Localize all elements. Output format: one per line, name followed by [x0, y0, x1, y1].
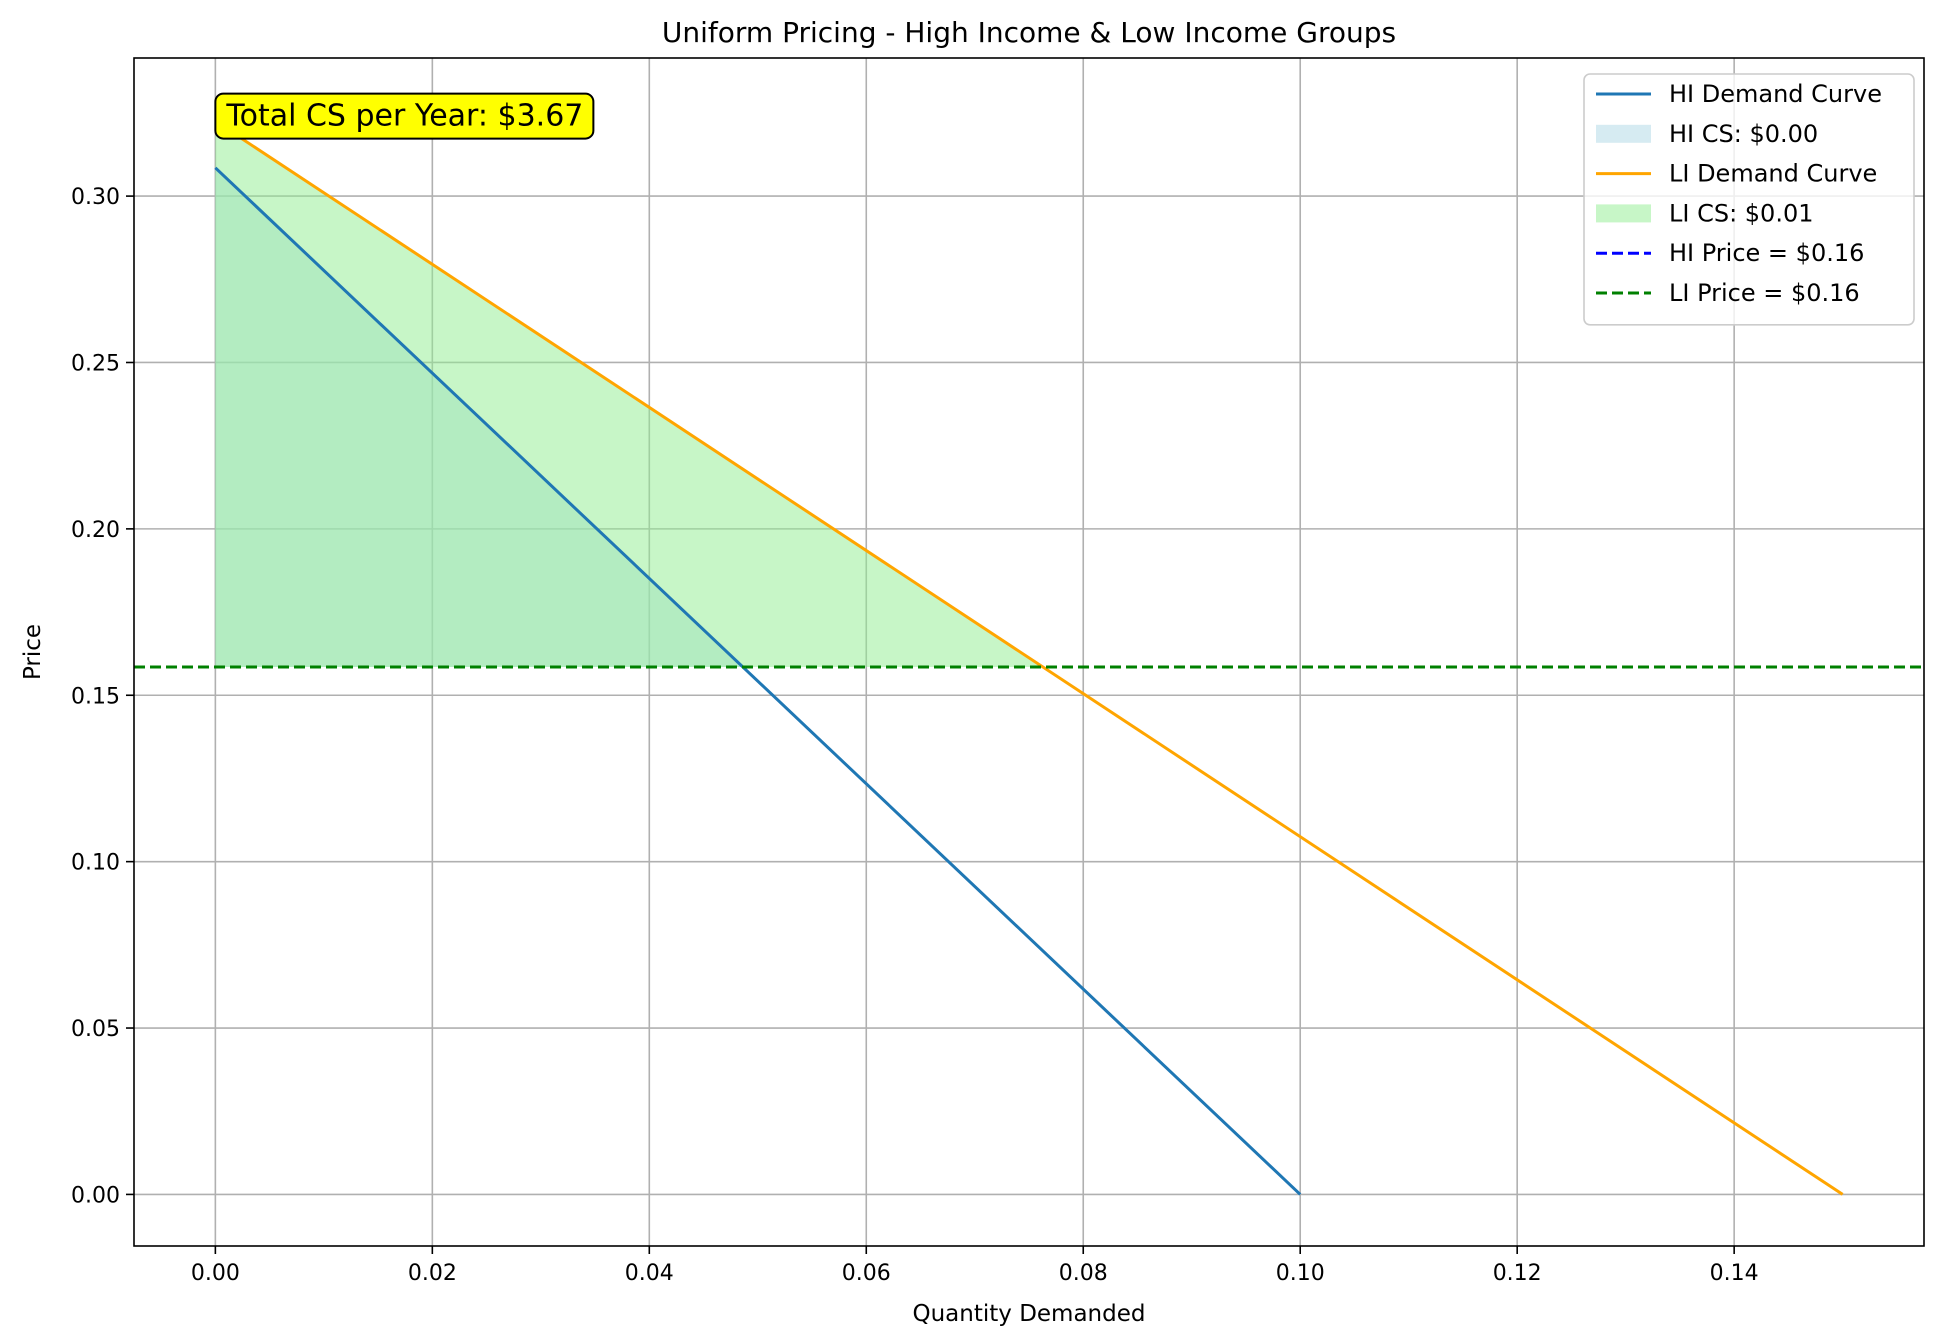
y-tick-label: 0.00	[71, 1183, 120, 1208]
legend-item: LI Demand Curve	[1596, 160, 1877, 188]
x-tick-label: 0.02	[408, 1261, 457, 1286]
x-tick-label: 0.04	[625, 1261, 674, 1286]
y-tick-label: 0.10	[71, 851, 120, 876]
x-axis: 0.00 0.02 0.04 0.06 0.08 0.10 0.12 0.14	[191, 1246, 1759, 1286]
legend-item: HI CS: $0.00	[1596, 120, 1818, 148]
legend-item: HI Demand Curve	[1596, 80, 1882, 108]
legend-label: HI CS: $0.00	[1669, 120, 1818, 148]
y-tick-label: 0.20	[71, 518, 120, 543]
x-axis-label: Quantity Demanded	[913, 1301, 1146, 1327]
legend-frame	[1583, 73, 1915, 326]
legend-item: LI CS: $0.01	[1596, 199, 1814, 227]
series-line-li-demand-curve	[214, 119, 1844, 1196]
legend-label: LI CS: $0.01	[1669, 199, 1814, 227]
chart-title: Uniform Pricing - High Income & Low Inco…	[662, 16, 1396, 49]
y-axis: 0.00 0.05 0.10 0.15 0.20 0.25 0.30	[71, 185, 134, 1208]
x-tick-label: 0.10	[1276, 1261, 1325, 1286]
legend-swatch	[1596, 204, 1651, 223]
plot-frame	[133, 57, 1925, 1247]
y-tick-label: 0.15	[71, 684, 120, 709]
annotation-box: Total CS per Year: $3.67	[214, 92, 595, 140]
x-tick-label: 0.14	[1710, 1261, 1759, 1286]
plot-area	[134, 119, 1924, 1196]
legend-label: HI Demand Curve	[1669, 80, 1882, 108]
y-tick-label: 0.05	[71, 1017, 120, 1042]
y-tick-label: 0.30	[71, 185, 120, 210]
annotation-text: Total CS per Year: $3.67	[225, 99, 583, 134]
legend-label: HI Price = $0.16	[1669, 239, 1864, 267]
y-axis-label: Price	[20, 624, 46, 680]
legend-item: LI Price = $0.16	[1596, 279, 1860, 307]
legend-label: LI Price = $0.16	[1669, 279, 1860, 307]
legend-item: HI Price = $0.16	[1596, 239, 1864, 267]
legend-label: LI Demand Curve	[1669, 160, 1877, 188]
y-tick-label: 0.25	[71, 351, 120, 376]
x-tick-label: 0.06	[842, 1261, 891, 1286]
annotation-layer: Total CS per Year: $3.67	[214, 92, 595, 140]
legend-swatch	[1596, 124, 1651, 143]
x-tick-label: 0.12	[1493, 1261, 1542, 1286]
x-tick-label: 0.08	[1059, 1261, 1108, 1286]
legend: HI Demand Curve HI CS: $0.00 LI Demand Cur…	[1583, 73, 1915, 326]
annotation-background	[214, 92, 595, 140]
series-line-hi-demand-curve	[214, 166, 1302, 1196]
x-tick-label: 0.00	[191, 1261, 240, 1286]
